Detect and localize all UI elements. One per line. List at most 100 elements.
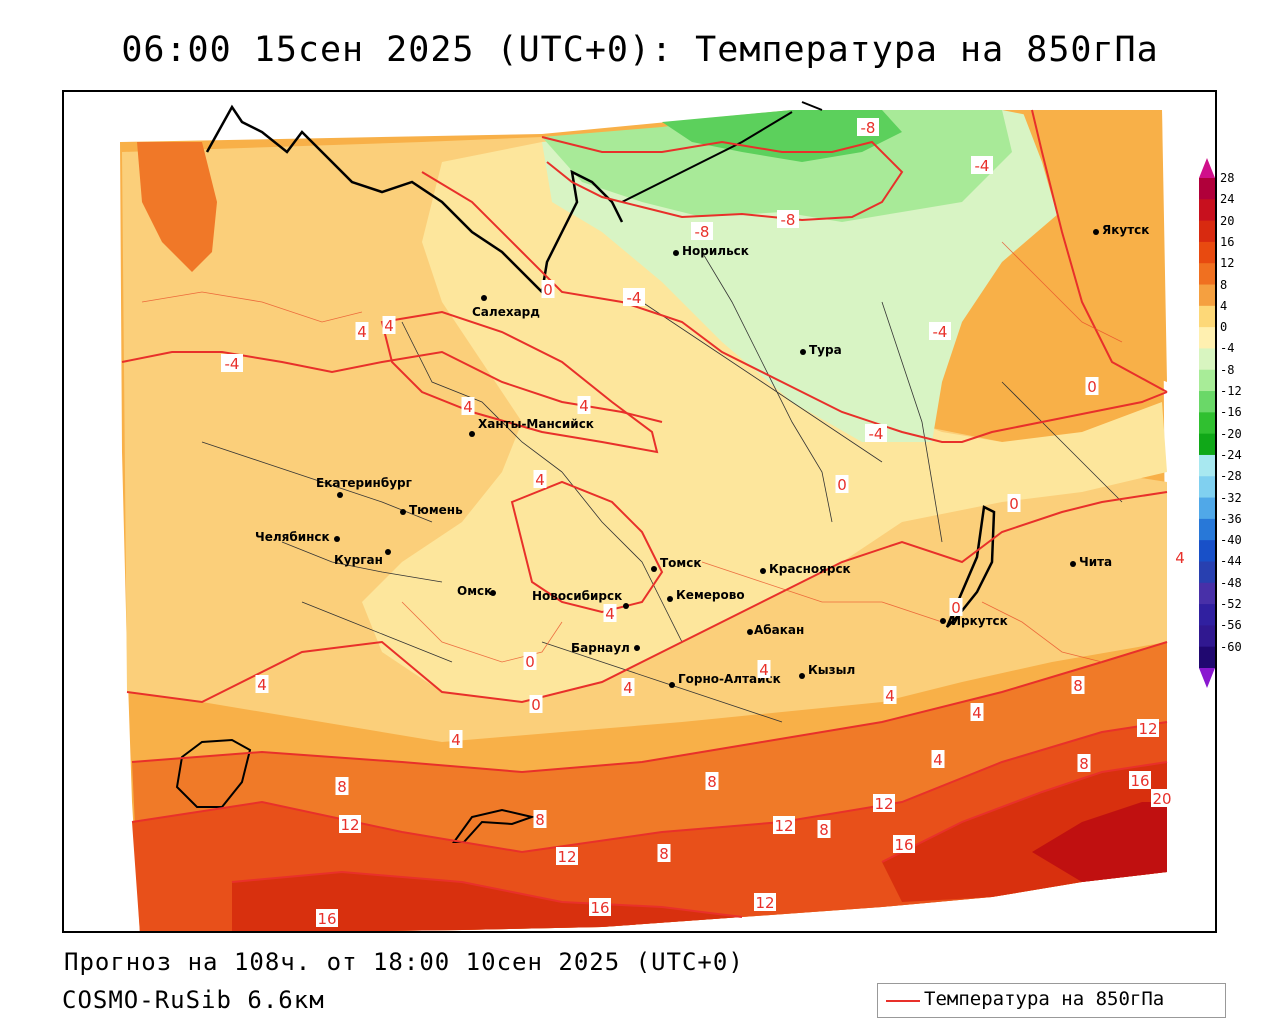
city-label: Салехард bbox=[472, 305, 540, 319]
map-title: 06:00 15сен 2025 (UTC+0): Температура на… bbox=[121, 30, 1159, 70]
isotherm-label-bg bbox=[949, 598, 963, 616]
colorbar-tick-label: -32 bbox=[1220, 490, 1242, 505]
isotherm-label-bg bbox=[623, 288, 645, 306]
city-label: Норильск bbox=[682, 244, 749, 258]
colorbar-swatch bbox=[1199, 220, 1215, 243]
isotherm-label: 4 bbox=[579, 397, 589, 415]
isotherm-label-bg bbox=[817, 820, 831, 838]
colorbar-tick-label: -12 bbox=[1220, 384, 1242, 399]
city-marker bbox=[623, 603, 629, 609]
colorbar-swatch bbox=[1199, 561, 1215, 584]
isotherm-label: 8 bbox=[819, 821, 829, 839]
isotherm-label: 20 bbox=[1152, 790, 1171, 808]
colorbar-swatch bbox=[1199, 540, 1215, 562]
isotherm-label-bg bbox=[865, 424, 887, 442]
isotherm-label: 0 bbox=[1009, 495, 1019, 513]
isotherm-label: 4 bbox=[384, 317, 394, 335]
isotherm-label: -8 bbox=[781, 211, 796, 229]
region-borders bbox=[201, 251, 1123, 723]
colorbar-tick-label: -52 bbox=[1220, 597, 1242, 612]
lake-baikal bbox=[945, 505, 996, 628]
isotherm-label: -4 bbox=[933, 323, 948, 341]
isotherm-label-bg bbox=[1137, 719, 1159, 737]
colorbar-swatch bbox=[1199, 646, 1215, 669]
city-marker bbox=[800, 349, 806, 355]
city-marker bbox=[940, 618, 946, 624]
colorbar-swatch bbox=[1199, 497, 1215, 520]
isotherm-label-bg bbox=[691, 222, 713, 240]
isotherm-label-bg bbox=[835, 475, 849, 493]
isotherm-label-bg bbox=[1173, 548, 1187, 566]
city-label: Иркутск bbox=[951, 614, 1008, 628]
isotherm-label-bg bbox=[657, 844, 671, 862]
colorbar-tick-label: 0 bbox=[1220, 320, 1228, 335]
isotherm-label-bg bbox=[1129, 771, 1151, 789]
isotherm-label-bg bbox=[316, 909, 338, 927]
isotherm-label-bg bbox=[773, 816, 795, 834]
city-marker bbox=[469, 431, 475, 437]
isotherm-label: 4 bbox=[885, 687, 895, 705]
isotherm-label-bg bbox=[873, 794, 895, 812]
city-marker bbox=[651, 566, 657, 572]
temperature-map: Норильск Якутск Салехард Тура Ханты-Мансийск… bbox=[64, 92, 1215, 931]
kara-coastline bbox=[621, 101, 823, 203]
isotherm-label: 8 bbox=[1073, 677, 1083, 695]
colorbar-swatch bbox=[1199, 454, 1215, 477]
colorbar-tick-label: 12 bbox=[1220, 256, 1235, 271]
isotherm-label-bg bbox=[883, 686, 897, 704]
isotherm-label-bg bbox=[523, 652, 537, 670]
isotherm-label: 4 bbox=[1175, 549, 1185, 567]
isotherm-label: 12 bbox=[557, 848, 576, 866]
colorbar-tick-label: -16 bbox=[1220, 405, 1242, 420]
isotherm-label: 0 bbox=[951, 599, 961, 617]
balkhash-lake bbox=[452, 808, 536, 843]
forecast-info: Прогноз на 108ч. от 18:00 10сен 2025 (UT… bbox=[64, 948, 744, 976]
isotherm-label-bg bbox=[1007, 494, 1021, 512]
isotherm-label-bg bbox=[929, 322, 951, 340]
city-label: Челябинск bbox=[255, 530, 330, 544]
isotherm-label: 0 bbox=[1087, 378, 1097, 396]
isotherm-label-bg bbox=[533, 470, 547, 488]
isotherm-label: 4 bbox=[535, 471, 545, 489]
isotherm-label-bg bbox=[971, 156, 993, 174]
isotherm-label: 8 bbox=[659, 845, 669, 863]
colorbar-tick-label: -4 bbox=[1220, 341, 1235, 356]
city-marker bbox=[799, 673, 805, 679]
isotherm-label: 8 bbox=[535, 811, 545, 829]
city-marker bbox=[481, 295, 487, 301]
isotherm-label-bg bbox=[449, 730, 463, 748]
colorbar-tick-label: 24 bbox=[1220, 192, 1235, 207]
isotherm-label-bg bbox=[1077, 754, 1091, 772]
colorbar-swatch bbox=[1199, 263, 1215, 286]
isotherm-label-bg bbox=[757, 660, 771, 678]
isotherm-label: 4 bbox=[623, 679, 633, 697]
isotherm-label-bg bbox=[382, 316, 396, 334]
isotherm-label: 0 bbox=[531, 696, 541, 714]
colorbar-tick-label: 20 bbox=[1220, 213, 1235, 228]
map-legend: Температура на 850гПа bbox=[877, 983, 1226, 1018]
isotherm-label: 4 bbox=[972, 704, 982, 722]
colorbar-swatch bbox=[1199, 518, 1215, 541]
city-label: Абакан bbox=[754, 623, 804, 637]
isotherm-label-bg bbox=[754, 893, 776, 911]
city-marker bbox=[747, 629, 753, 635]
isotherm-label: 12 bbox=[874, 795, 893, 813]
isotherm-label: 12 bbox=[340, 816, 359, 834]
temperature-colorbar bbox=[1199, 158, 1215, 688]
colorbar-tick-label: -28 bbox=[1220, 469, 1242, 484]
city-label: Екатеринбург bbox=[316, 476, 412, 490]
isotherm-label: 8 bbox=[707, 773, 717, 791]
isotherm-label-bg bbox=[461, 397, 475, 415]
zone-neg8-neg4 bbox=[542, 110, 1012, 222]
city-label: Красноярск bbox=[769, 562, 851, 576]
isotherm-label-bg bbox=[255, 675, 269, 693]
colorbar-swatch bbox=[1199, 412, 1215, 435]
isotherm-label: 4 bbox=[605, 605, 615, 623]
city-label: Чита bbox=[1079, 555, 1112, 569]
colorbar-tick-label: 28 bbox=[1220, 171, 1235, 185]
isotherm-label-bg bbox=[529, 695, 543, 713]
city-label: Кемерово bbox=[676, 588, 745, 602]
city-label: Якутск bbox=[1102, 223, 1149, 237]
isotherm-label: 0 bbox=[525, 653, 535, 671]
